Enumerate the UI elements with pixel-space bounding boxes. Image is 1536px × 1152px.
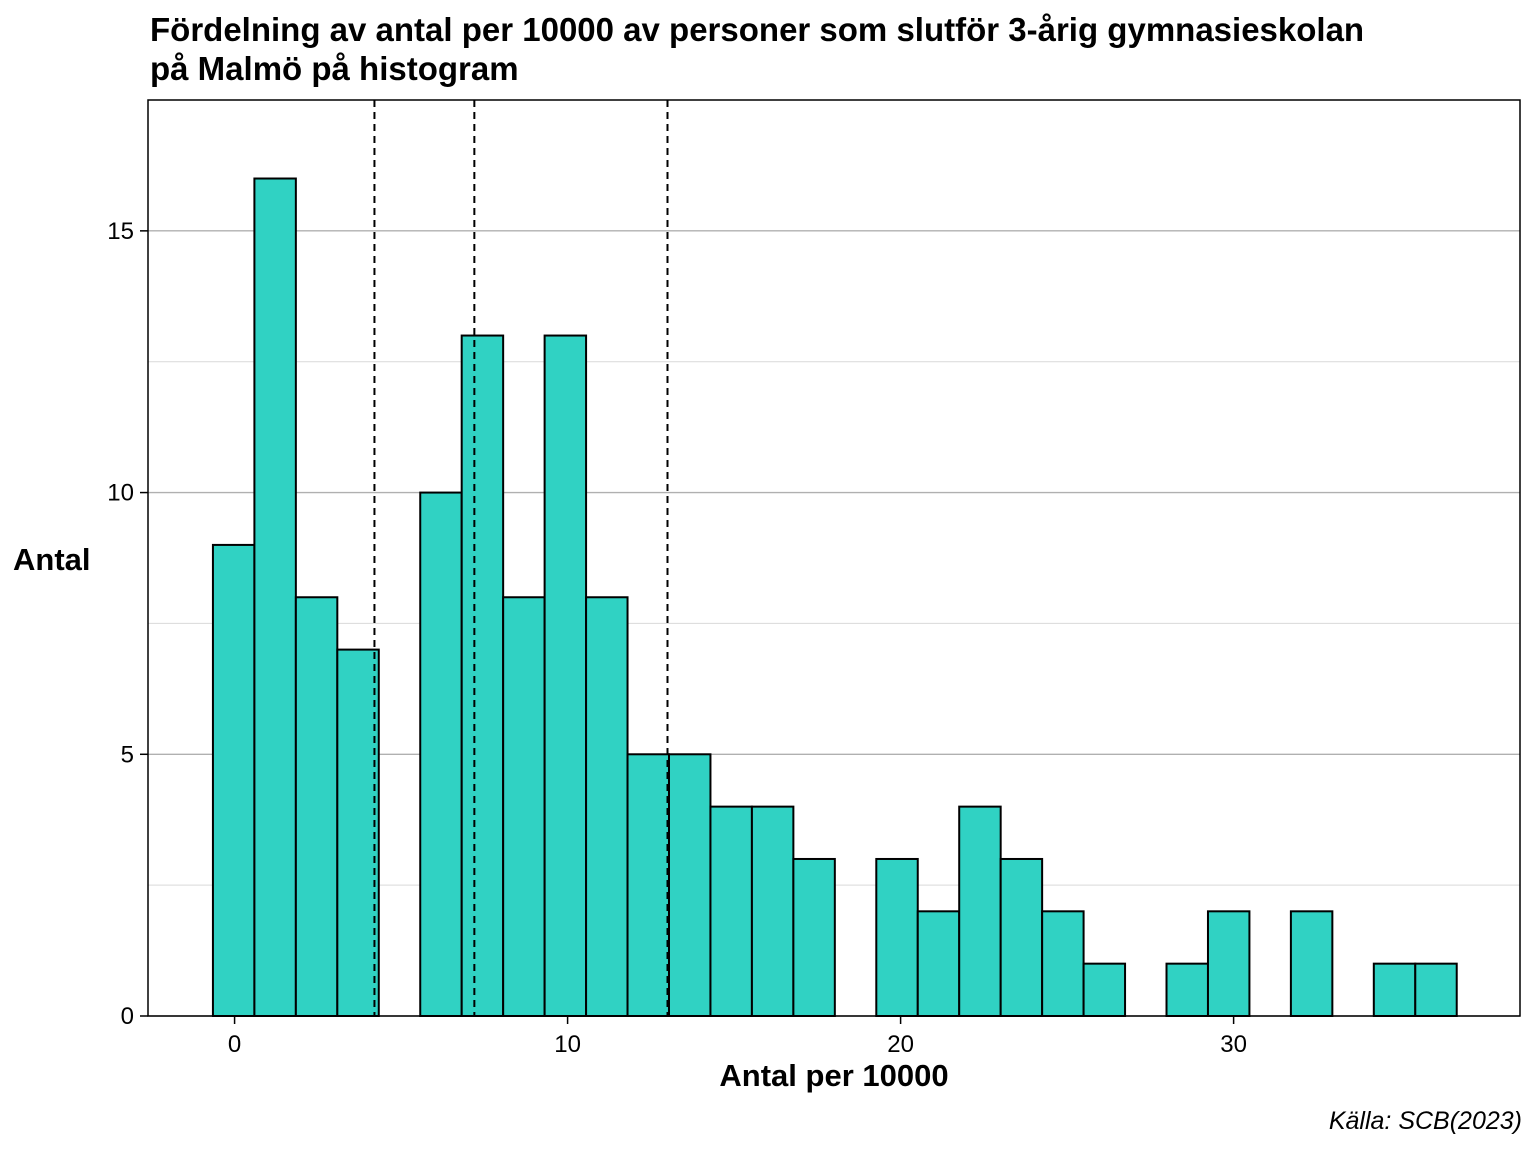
histogram-bar: [211, 543, 256, 1018]
y-tick-label: 15: [107, 218, 134, 245]
plot-panel-border: [147, 99, 1521, 1017]
histogram-bar: [1165, 962, 1209, 1018]
histogram-bar: [294, 596, 339, 1017]
histogram-bar: [253, 177, 297, 1017]
histogram-bar: [750, 805, 795, 1018]
histogram-bar: [999, 857, 1044, 1017]
histogram-bar: [1289, 910, 1334, 1017]
histogram-bar: [1041, 910, 1085, 1017]
x-axis-label: Antal per 10000: [719, 1058, 949, 1093]
histogram-bar: [419, 491, 463, 1018]
y-axis-label: Antal: [13, 542, 91, 577]
histogram-bar: [1206, 910, 1251, 1017]
histogram-bar: [1082, 962, 1127, 1018]
histogram-bar: [336, 648, 380, 1017]
source-caption: Källa: SCB(2023): [1328, 1107, 1522, 1135]
histogram-bar: [460, 334, 505, 1017]
y-tick-label: 0: [121, 1003, 134, 1030]
histogram-bar: [1372, 962, 1417, 1018]
histogram-bar: [916, 910, 961, 1017]
x-tick-label: 20: [887, 1031, 914, 1058]
histogram-bar: [958, 805, 1002, 1018]
histogram-bar: [667, 753, 712, 1017]
x-tick-label: 30: [1220, 1031, 1247, 1058]
histogram-bar: [792, 857, 836, 1017]
histogram-bar: [585, 596, 629, 1017]
chart-title-line-1: Fördelning av antal per 10000 av persone…: [150, 11, 1365, 48]
y-tick-label: 5: [121, 741, 134, 768]
y-tick-label: 10: [107, 480, 134, 507]
histogram-bar: [626, 753, 670, 1017]
histogram-bar: [709, 805, 753, 1018]
histogram-bar: [875, 857, 919, 1017]
chart-title: Fördelning av antal per 10000 av persone…: [150, 10, 1510, 88]
histogram-bar: [543, 334, 588, 1017]
histogram-bar: [502, 596, 546, 1017]
chart-title-line-2: på Malmö på histogram: [150, 50, 519, 87]
histogram-bar: [1414, 962, 1458, 1018]
x-tick-label: 0: [228, 1031, 241, 1058]
x-tick-label: 10: [554, 1031, 581, 1058]
